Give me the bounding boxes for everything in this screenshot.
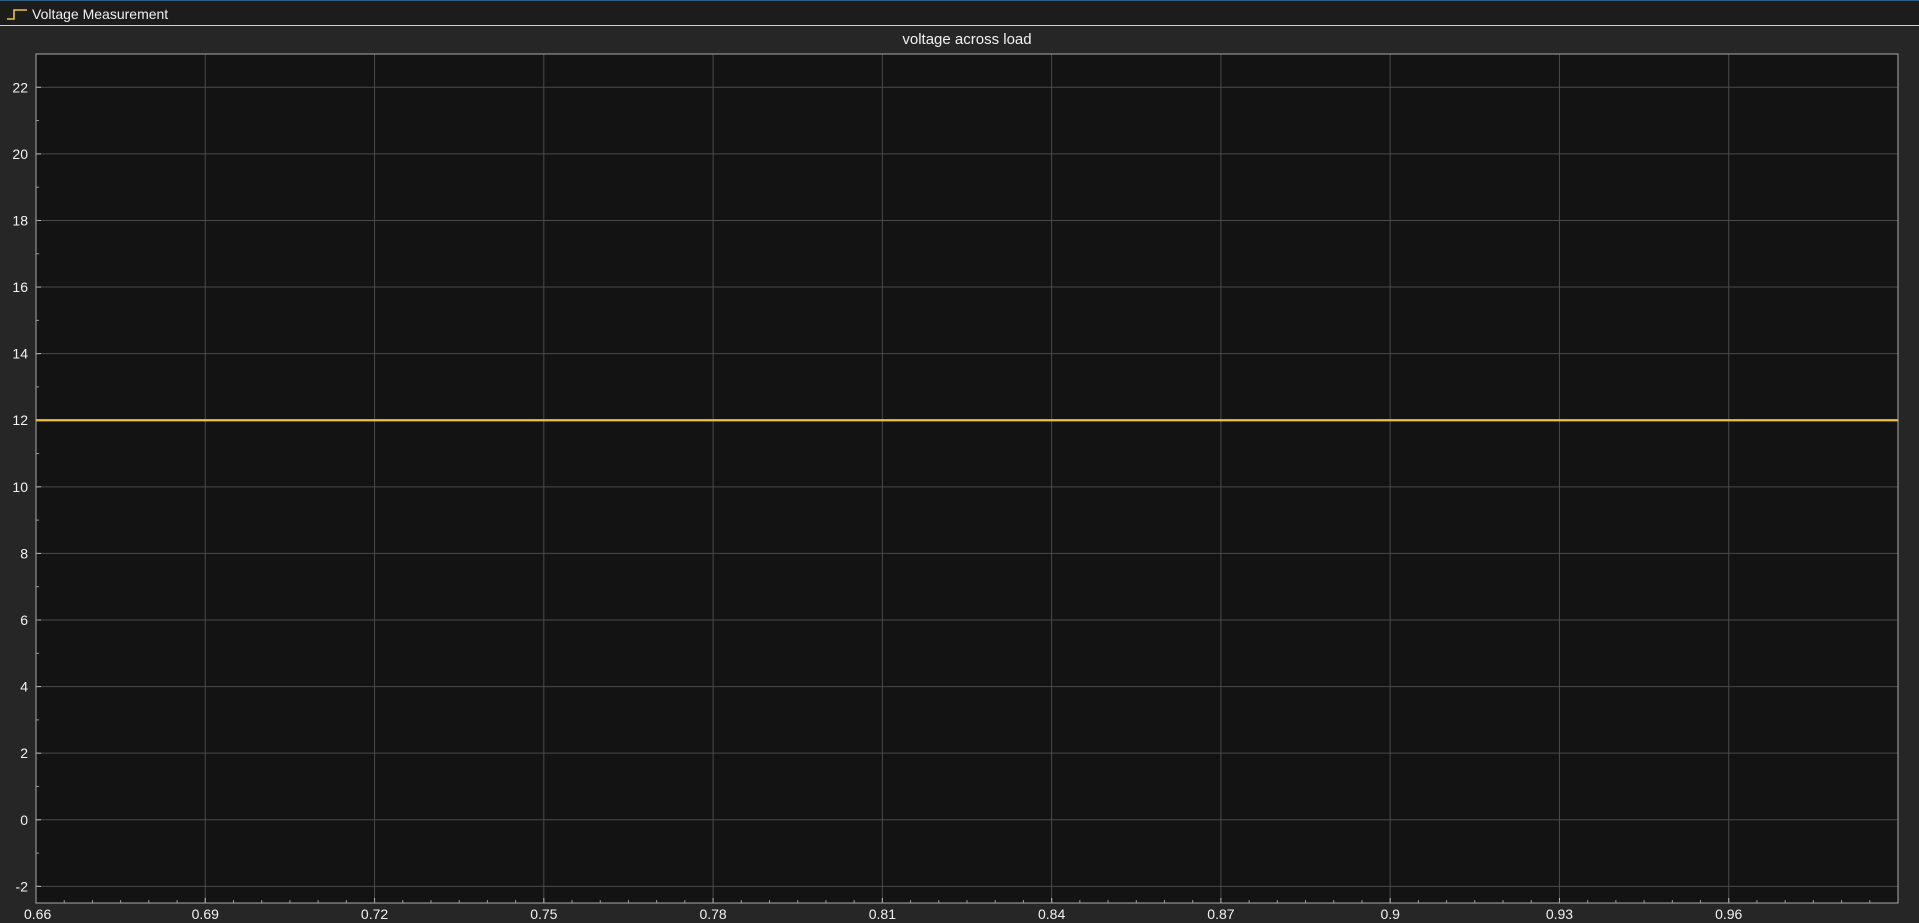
x-tick-label: 0.66 [24, 906, 51, 922]
legend-bar: Voltage Measurement [0, 0, 1919, 26]
y-tick-label: -2 [16, 878, 29, 894]
y-tick-label: 12 [12, 412, 28, 428]
legend-item-voltage-measurement[interactable]: Voltage Measurement [6, 5, 168, 23]
axes-border [35, 53, 1899, 904]
x-tick-label: 0.96 [1715, 906, 1742, 922]
y-tick-label: 6 [20, 612, 28, 628]
y-tick-label: 20 [12, 146, 28, 162]
x-tick-label: 0.84 [1038, 906, 1065, 922]
x-tick-label: 0.81 [869, 906, 896, 922]
y-tick-label: 4 [20, 679, 28, 695]
y-tick-label: 8 [20, 545, 28, 561]
y-tick-label: 2 [20, 745, 28, 761]
y-tick-label: 18 [12, 212, 28, 228]
y-tick-label: 22 [12, 79, 28, 95]
x-tick-label: 0.72 [361, 906, 388, 922]
y-tick-label: 14 [12, 346, 28, 362]
legend-label: Voltage Measurement [32, 6, 169, 22]
chart[interactable]: voltage across load 0.66 0.69 0.72 0.75 0.78 0… [0, 27, 1919, 923]
x-tick-label: 0.75 [530, 906, 557, 922]
x-tick-label: 0.9 [1380, 906, 1400, 922]
y-tick-label: 0 [20, 812, 28, 828]
chart-title: voltage across load [902, 31, 1031, 48]
x-tick-label: 0.69 [192, 906, 219, 922]
x-tick-label: 0.78 [699, 906, 726, 922]
plot-area[interactable] [36, 54, 1898, 903]
y-tick-label: 16 [12, 279, 28, 295]
step-line-icon [7, 9, 27, 20]
x-tick-label: 0.93 [1546, 906, 1573, 922]
x-tick-label: 0.87 [1207, 906, 1234, 922]
y-tick-label: 10 [12, 479, 28, 495]
